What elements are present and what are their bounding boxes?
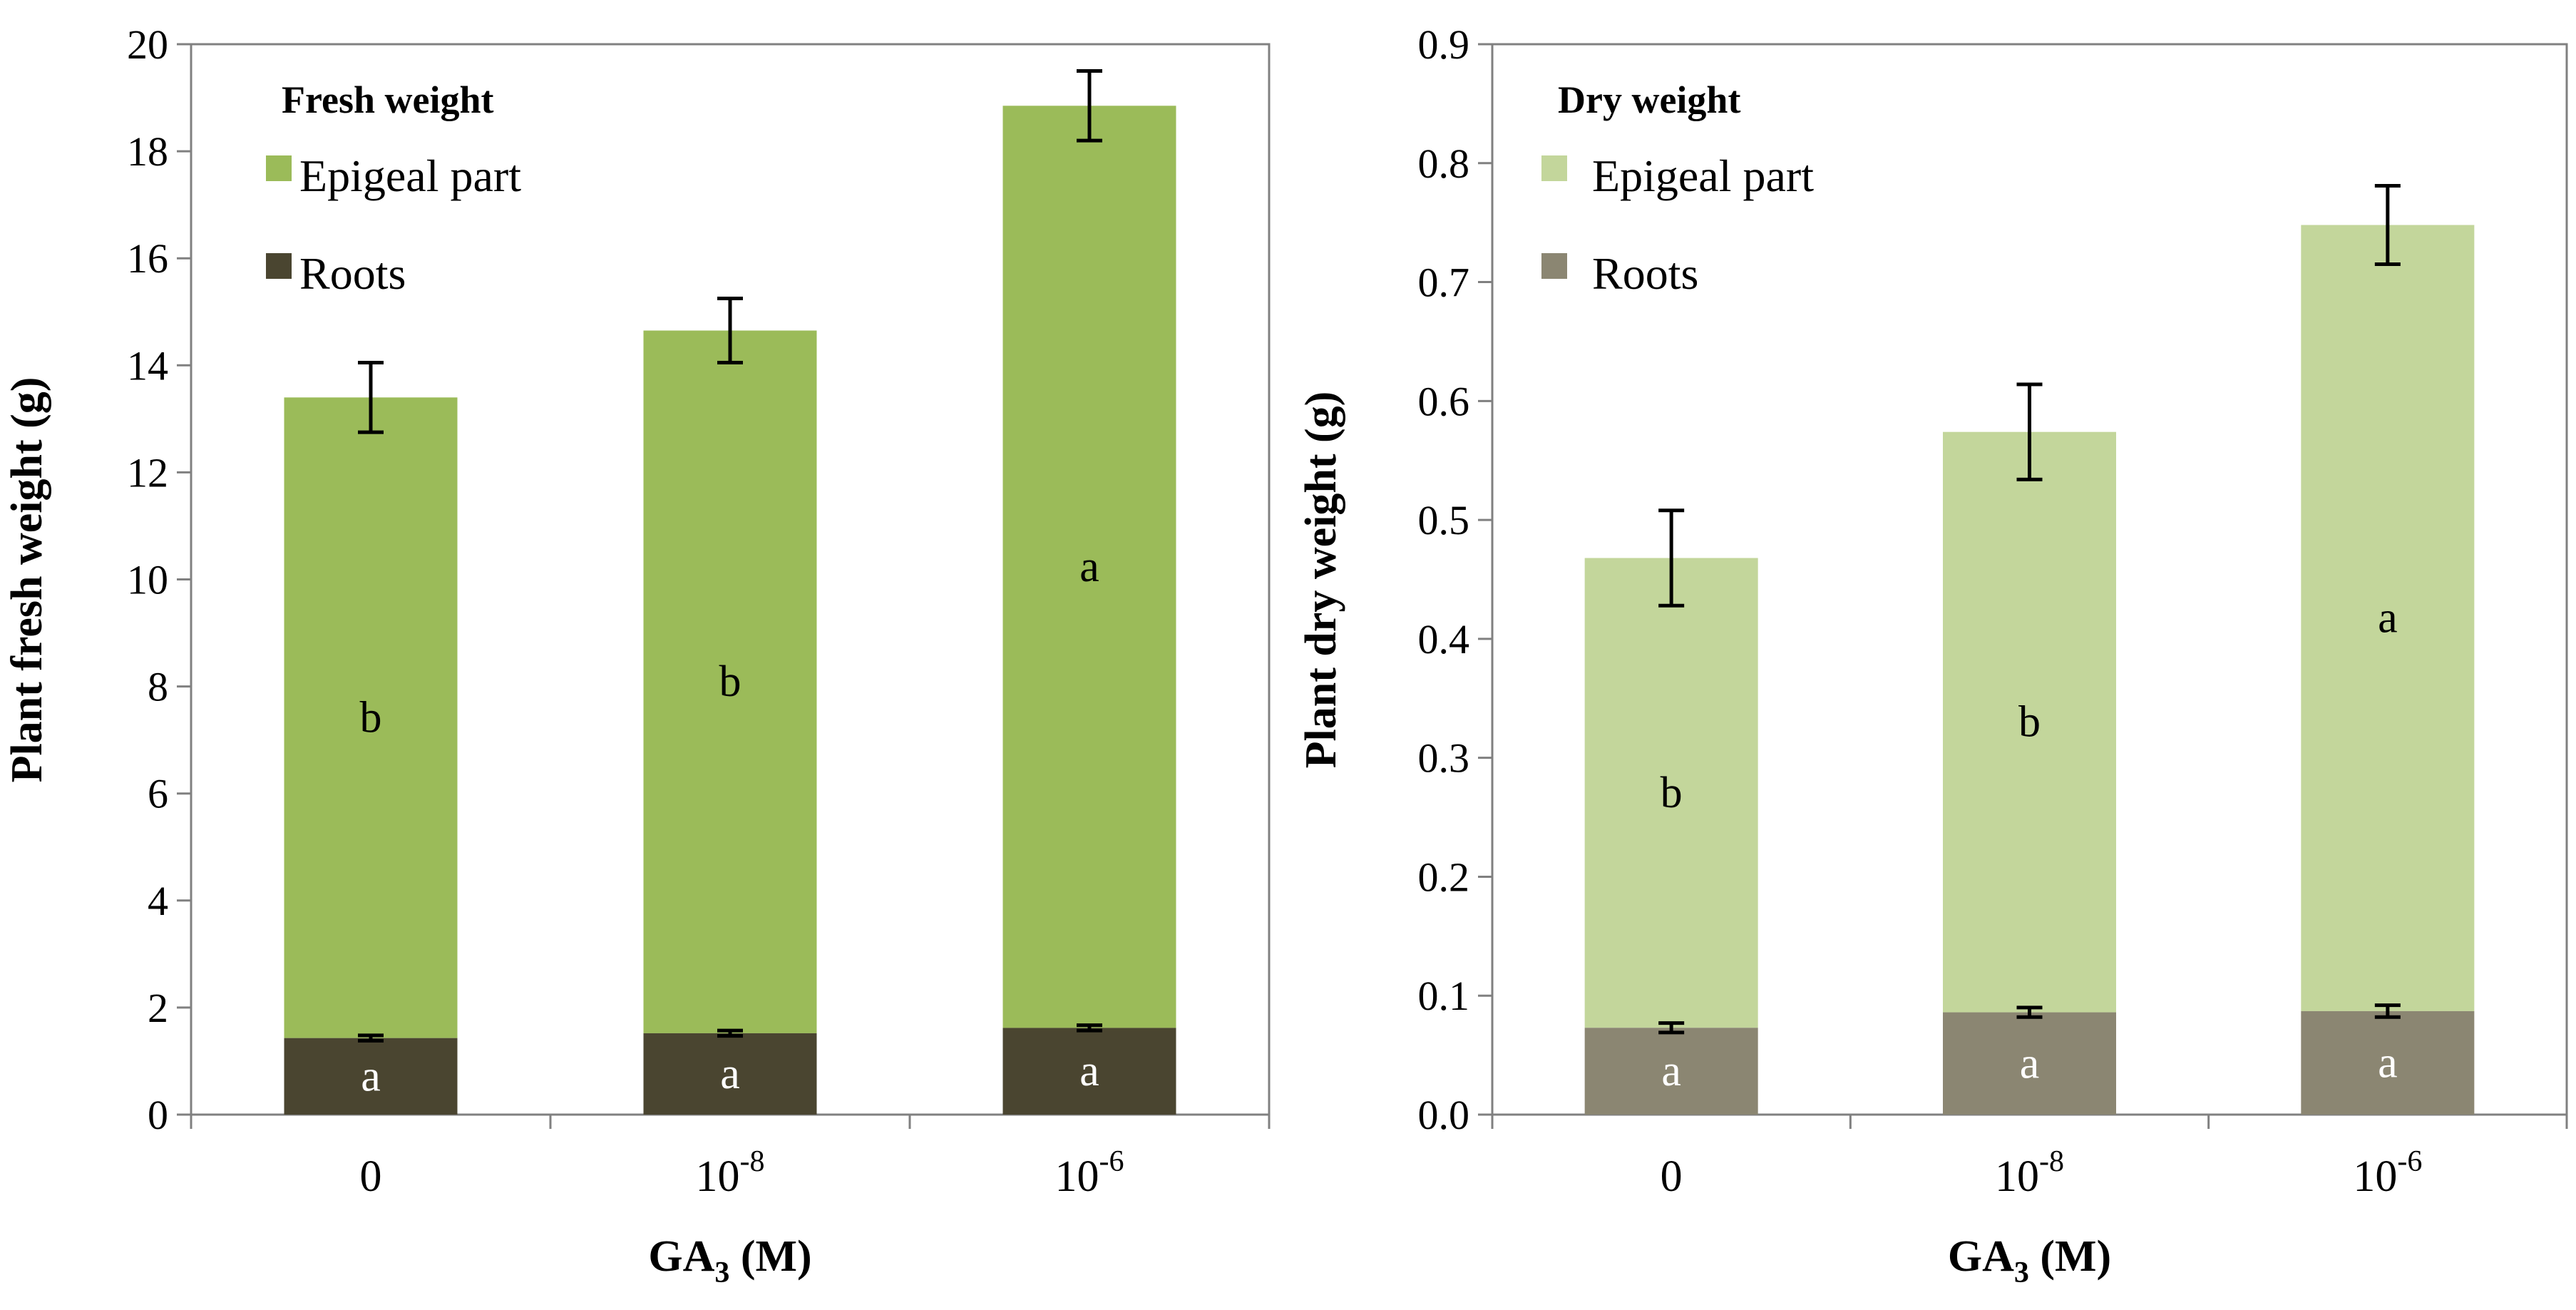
- epigeal-significance-letter: b: [1661, 769, 1683, 817]
- y-tick-label: 2: [148, 985, 168, 1031]
- y-tick-label: 6: [148, 771, 168, 817]
- roots-significance-letter: a: [361, 1052, 381, 1100]
- y-tick-label: 0.1: [1418, 973, 1470, 1019]
- epigeal-significance-letter: a: [2378, 594, 2398, 643]
- y-tick-label: 0: [148, 1092, 168, 1138]
- bar-epigeal-part: [284, 397, 458, 1038]
- x-axis-title-base: GA: [1948, 1232, 2014, 1281]
- bar-epigeal-part: [1002, 106, 1176, 1028]
- y-tick-label: 0.8: [1418, 140, 1470, 187]
- x-tick-label-base: 10: [696, 1152, 740, 1201]
- epigeal-significance-letter: a: [1079, 543, 1099, 591]
- x-tick-label: 10-8: [1995, 1145, 2064, 1201]
- x-tick-label-exponent: -6: [2397, 1145, 2422, 1178]
- x-axis-title-subscript: 3: [2014, 1257, 2029, 1289]
- x-tick-label-base: 0: [1661, 1152, 1683, 1201]
- x-tick-label: 10-6: [2353, 1145, 2422, 1201]
- x-axis-title-subscript: 3: [714, 1257, 729, 1289]
- y-tick-label: 0.0: [1418, 1092, 1470, 1138]
- bar-roots: [1584, 1028, 1758, 1115]
- dry-weight-chart: 0.00.10.20.30.40.50.60.70.80.90 10-8 10-6a…: [1297, 21, 2568, 1289]
- x-tick-label: 0: [1661, 1152, 1683, 1201]
- legend-swatch-epigeal-part: [1541, 155, 1567, 181]
- legend-label-epigeal-part: Epigeal part: [1592, 150, 1814, 201]
- y-tick-label: 20: [127, 21, 168, 68]
- roots-significance-letter: a: [1661, 1047, 1681, 1095]
- x-axis-title: GA3 (M): [1948, 1232, 2111, 1289]
- x-tick-label: 10-6: [1055, 1145, 1124, 1201]
- y-axis-title: Plant fresh weight (g): [3, 377, 51, 783]
- legend-swatch-roots: [1541, 253, 1567, 279]
- x-axis-title: GA3 (M): [648, 1232, 811, 1289]
- bar-roots: [284, 1038, 458, 1115]
- bar-epigeal-part: [2301, 225, 2475, 1011]
- y-tick-label: 4: [148, 878, 168, 924]
- chart-title: Fresh weight: [282, 78, 493, 121]
- x-tick-label-base: 0: [360, 1152, 382, 1201]
- roots-significance-letter: a: [720, 1050, 740, 1098]
- x-axis-title-base: GA: [648, 1232, 714, 1281]
- bar-roots: [2301, 1010, 2475, 1115]
- bar-epigeal-part: [1943, 431, 2116, 1013]
- epigeal-significance-letter: b: [719, 657, 742, 706]
- bar-epigeal-part: [1584, 558, 1758, 1028]
- y-tick-label: 14: [127, 342, 168, 389]
- y-tick-label: 10: [127, 557, 168, 603]
- y-tick-label: 0.6: [1418, 378, 1470, 424]
- x-tick-label-base: 10: [1995, 1152, 2039, 1201]
- bar-roots: [643, 1033, 817, 1115]
- x-tick-label-base: 10: [1055, 1152, 1099, 1201]
- bar-roots: [1943, 1012, 2116, 1115]
- y-tick-label: 0.7: [1418, 260, 1470, 306]
- x-axis-title-rest: (M): [2029, 1232, 2111, 1281]
- x-tick-label: 10-8: [696, 1145, 765, 1201]
- y-tick-label: 12: [127, 449, 168, 496]
- roots-significance-letter: a: [2020, 1039, 2040, 1088]
- y-axis-title: Plant dry weight (g): [1297, 392, 1345, 769]
- roots-significance-letter: a: [1079, 1047, 1099, 1095]
- legend-swatch-roots: [266, 253, 292, 279]
- bar-epigeal-part: [643, 330, 817, 1033]
- bar-roots: [1002, 1028, 1176, 1115]
- epigeal-significance-letter: b: [2018, 698, 2041, 747]
- y-tick-label: 18: [127, 128, 168, 175]
- y-tick-label: 16: [127, 235, 168, 282]
- roots-significance-letter: a: [2378, 1038, 2398, 1087]
- chart-title: Dry weight: [1558, 78, 1740, 121]
- y-tick-label: 0.2: [1418, 854, 1470, 900]
- x-axis-title-rest: (M): [729, 1232, 811, 1281]
- y-tick-label: 0.5: [1418, 497, 1470, 543]
- y-tick-label: 0.3: [1418, 735, 1470, 782]
- y-tick-label: 0.4: [1418, 616, 1470, 662]
- legend-label-roots: Roots: [1592, 248, 1698, 299]
- x-tick-label-exponent: -8: [2039, 1145, 2064, 1178]
- legend-swatch-epigeal-part: [266, 155, 292, 181]
- legend-label-roots: Roots: [299, 248, 406, 299]
- x-tick-label: 0: [360, 1152, 382, 1201]
- y-tick-label: 8: [148, 664, 168, 710]
- x-tick-label-exponent: -6: [1099, 1145, 1124, 1178]
- epigeal-significance-letter: b: [360, 694, 382, 742]
- legend-label-epigeal-part: Epigeal part: [299, 150, 521, 201]
- y-tick-label: 0.9: [1418, 21, 1470, 68]
- x-tick-label-base: 10: [2353, 1152, 2397, 1201]
- x-tick-label-exponent: -8: [740, 1145, 765, 1178]
